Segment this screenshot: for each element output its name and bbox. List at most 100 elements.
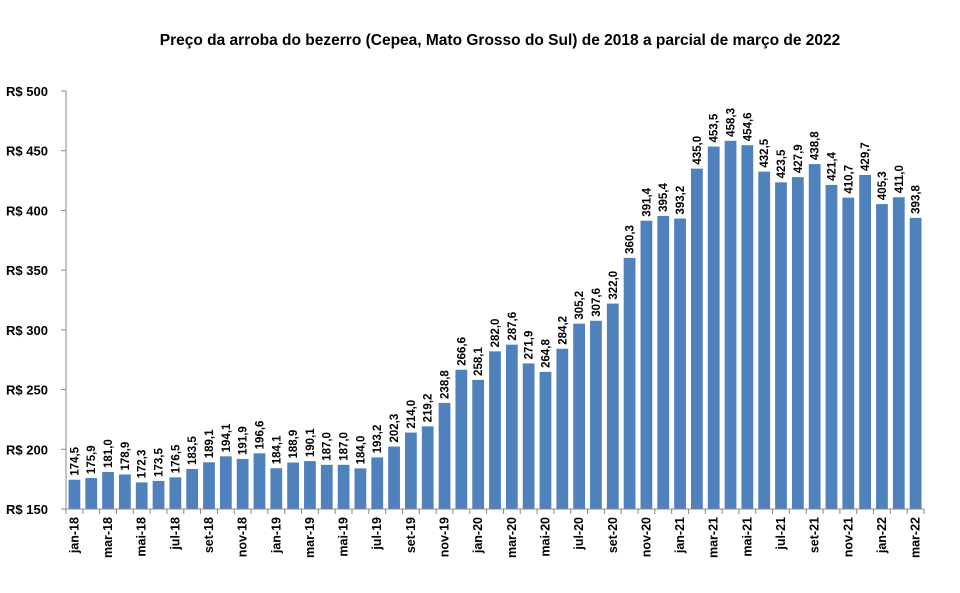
- data-label: 191,9: [238, 426, 250, 455]
- data-label: 176,5: [170, 444, 182, 473]
- x-tick-label: nov-21: [841, 517, 855, 557]
- data-label: 238,8: [440, 370, 452, 399]
- x-tick-label: nov-18: [236, 517, 250, 557]
- data-label: 190,1: [305, 428, 317, 457]
- data-label: 183,5: [187, 436, 199, 465]
- x-axis: jan-18 mar-18 mai-18 jul-18 set-18 nov-18 jan-…: [65, 508, 925, 558]
- x-tick-label: jan-19: [269, 517, 283, 554]
- data-label: 184,0: [355, 436, 367, 465]
- y-tick-label: R$ 500: [6, 84, 48, 99]
- bar: [791, 177, 804, 510]
- bar: [337, 464, 350, 509]
- bar: [236, 458, 249, 509]
- bar: [876, 204, 888, 509]
- data-label: 189,1: [204, 429, 216, 458]
- y-tick-label: R$ 350: [6, 263, 48, 278]
- bar: [253, 453, 266, 509]
- bar: [152, 480, 165, 509]
- data-label: 264,8: [540, 339, 552, 368]
- data-label: 187,0: [339, 432, 351, 461]
- data-label: 423,5: [776, 149, 788, 178]
- bar: [371, 457, 384, 509]
- bar: [489, 351, 501, 509]
- data-label: 435,0: [692, 136, 704, 165]
- bar: [775, 182, 787, 510]
- bar: [674, 218, 686, 510]
- y-tick-label: R$ 250: [6, 383, 48, 398]
- x-tick-label: jul-20: [572, 517, 586, 551]
- data-label: 175,9: [86, 445, 98, 474]
- x-tick-label: mar-18: [101, 517, 115, 558]
- bar: [724, 140, 737, 510]
- bar: [808, 164, 821, 509]
- bar: [68, 479, 81, 509]
- data-label: 214,0: [406, 400, 418, 429]
- x-tick-label: jan-22: [875, 517, 889, 554]
- data-label: 454,6: [742, 112, 754, 141]
- bar: [203, 462, 215, 509]
- bar: [455, 369, 468, 509]
- data-label: 196,6: [254, 421, 266, 450]
- bar: [320, 464, 333, 509]
- data-label: 438,8: [810, 131, 822, 160]
- bar: [287, 462, 300, 509]
- bar: [892, 197, 905, 510]
- data-label: 184,1: [271, 435, 283, 464]
- bar: [573, 323, 586, 509]
- data-label: 188,9: [288, 430, 300, 459]
- x-tick-label: set-21: [808, 517, 822, 553]
- bar: [219, 456, 232, 509]
- bar: [539, 371, 552, 509]
- bar: [304, 461, 316, 509]
- x-tick-label: set-19: [404, 517, 418, 553]
- bar: [135, 482, 148, 509]
- x-tick-label: mai-18: [135, 517, 149, 557]
- x-tick-label: nov-20: [639, 517, 653, 557]
- y-tick-label: R$ 450: [6, 144, 48, 159]
- bar: [909, 217, 922, 509]
- data-label: 287,6: [507, 312, 519, 341]
- data-label: 258,1: [473, 347, 485, 376]
- bar: [859, 174, 872, 509]
- y-tick-label: R$ 200: [6, 442, 48, 457]
- data-label: 405,3: [877, 171, 889, 200]
- bar: [505, 344, 518, 509]
- data-label: 181,0: [103, 439, 115, 468]
- bar: [590, 320, 602, 509]
- x-tick-label: mai-21: [740, 517, 754, 557]
- bar: [85, 478, 98, 509]
- x-tick-label: nov-19: [438, 517, 452, 557]
- x-tick-label: jan-18: [67, 517, 81, 554]
- bar: [118, 474, 131, 509]
- data-label: 307,6: [591, 288, 603, 317]
- x-tick-label: jul-18: [168, 517, 182, 551]
- bar: [404, 432, 417, 509]
- bar: [421, 426, 434, 509]
- bar: [842, 197, 855, 509]
- data-label: 395,4: [658, 183, 670, 212]
- data-label: 202,3: [389, 414, 401, 443]
- data-label: 453,5: [709, 113, 721, 142]
- data-label: 271,9: [524, 331, 536, 360]
- x-tick-label: mar-21: [707, 517, 721, 558]
- data-label: 432,5: [759, 138, 771, 167]
- data-label: 266,6: [456, 337, 468, 366]
- data-labels: 174,5 175,9 181,0 178,9 172,3 173,5 176,5 183,5…: [69, 108, 922, 478]
- bar: [741, 145, 754, 509]
- bars: [68, 140, 922, 510]
- x-tick-label: mar-22: [909, 517, 923, 558]
- data-label: 410,7: [843, 165, 855, 194]
- data-label: 393,8: [911, 184, 923, 213]
- bar: [354, 468, 367, 509]
- data-label: 284,2: [557, 316, 569, 345]
- data-label: 193,2: [372, 425, 384, 454]
- x-tick-label: set-18: [202, 517, 216, 553]
- bar: [556, 348, 569, 509]
- data-label: 427,9: [793, 144, 805, 173]
- data-label: 173,5: [154, 448, 166, 477]
- bar: [270, 468, 283, 509]
- x-tick-label: mai-20: [538, 517, 552, 557]
- bar: [438, 402, 451, 509]
- data-label: 322,0: [608, 271, 620, 300]
